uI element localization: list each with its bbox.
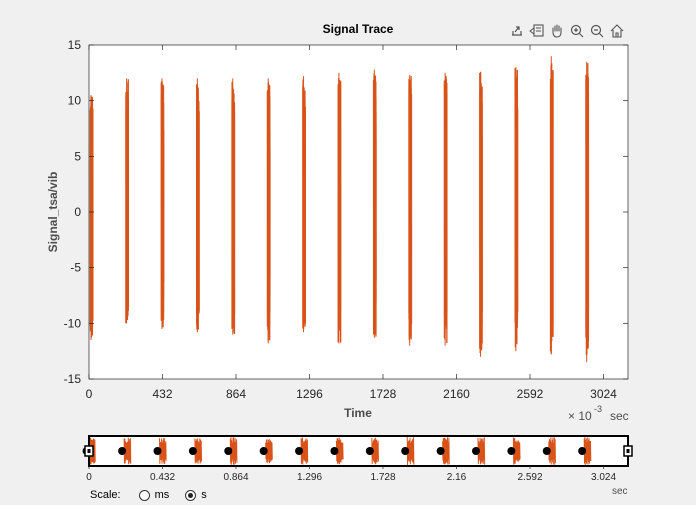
home-icon[interactable] xyxy=(608,22,626,40)
radio-s-circle[interactable] xyxy=(185,489,197,501)
scale-label: Scale: xyxy=(90,489,121,501)
x-axis-label: Time xyxy=(344,406,372,420)
x-tick-label: 1296 xyxy=(296,387,323,401)
y-tick-label: 15 xyxy=(68,38,82,52)
zoom-out-icon[interactable] xyxy=(588,22,606,40)
pan-hand-icon[interactable] xyxy=(548,22,566,40)
export-icon[interactable] xyxy=(508,22,526,40)
scale-control: Scale: ms s xyxy=(90,487,223,503)
x-exponent-prefix: × 10 xyxy=(568,409,592,423)
axis-ticks: 0 432 864 1296 1728 2160 2592 3024 15 10 5 0 -5 -10 -1… xyxy=(64,38,628,401)
scale-option-s-label: s xyxy=(201,489,207,501)
y-tick-label: -5 xyxy=(70,261,81,275)
data-tips-icon[interactable] xyxy=(528,22,546,40)
x-tick-label: 3024 xyxy=(590,387,617,401)
scale-option-ms[interactable]: ms xyxy=(138,489,170,501)
x-tick-label: 864 xyxy=(226,387,246,401)
axes-background xyxy=(89,45,628,379)
x-exponent-label: × 10 -3 sec xyxy=(568,404,629,423)
x-tick-label: 1728 xyxy=(370,387,397,401)
x-tick-label: 0 xyxy=(86,387,93,401)
y-tick-label: 5 xyxy=(74,149,81,163)
axes-toolbar xyxy=(508,21,632,41)
zoom-in-icon[interactable] xyxy=(568,22,586,40)
x-tick-label: 2592 xyxy=(517,387,544,401)
x-tick-label: 2160 xyxy=(443,387,470,401)
y-tick-label: 10 xyxy=(68,94,82,108)
svg-text:× 10: × 10 xyxy=(568,409,592,423)
y-tick-label: -10 xyxy=(64,316,82,330)
y-axis-label: Signal_tsa/vib xyxy=(46,172,60,253)
chart-title: Signal Trace xyxy=(323,22,394,36)
y-tick-label: 0 xyxy=(74,205,81,219)
radio-ms-circle[interactable] xyxy=(138,489,150,501)
y-tick-label: -15 xyxy=(64,372,82,386)
scale-option-s[interactable]: s xyxy=(185,489,207,501)
x-tick-label: 432 xyxy=(152,387,172,401)
x-exponent: -3 xyxy=(594,404,602,414)
signal-series xyxy=(89,56,590,363)
x-unit: sec xyxy=(610,409,629,423)
scale-option-ms-label: ms xyxy=(154,489,170,501)
